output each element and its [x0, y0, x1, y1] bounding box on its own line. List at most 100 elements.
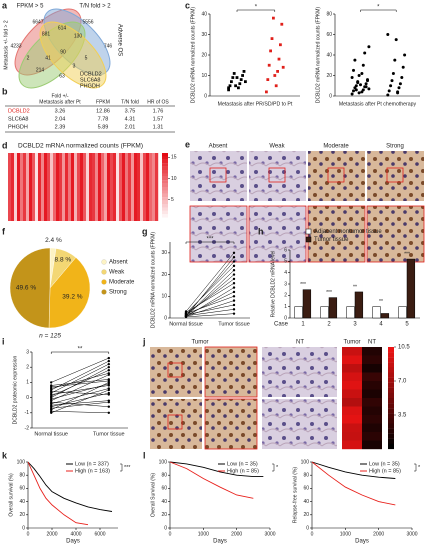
venn-set-label: T/N fold > 2 — [79, 4, 111, 10]
colorbar-step — [388, 352, 394, 358]
venn-count: 881 — [42, 31, 51, 37]
venn-count: 130 — [74, 33, 83, 39]
venn-count: 90 — [60, 49, 66, 55]
heatmap-cell — [59, 153, 63, 221]
venn-set-label: Adverse OS — [116, 24, 122, 56]
heatmap-cell — [65, 153, 69, 221]
data-point — [367, 45, 371, 49]
y-tick-label: 80 — [303, 473, 309, 479]
colorbar-step — [162, 166, 168, 171]
heatmap-cell — [26, 153, 30, 221]
pair-point — [232, 308, 236, 311]
pair-line — [185, 274, 235, 317]
ihc-image — [150, 399, 202, 449]
pair-point — [107, 372, 111, 375]
panel-letter: b — [2, 86, 8, 96]
data-point — [393, 58, 397, 62]
bar — [354, 291, 364, 319]
ihc-label: Moderate — [323, 144, 349, 150]
legend-swatch — [101, 279, 107, 285]
y-tick-label: 20 — [326, 73, 332, 79]
pair-point — [232, 260, 236, 263]
pair-point — [184, 312, 188, 315]
ihc-image — [367, 151, 424, 201]
table-header: Fold +/- — [51, 93, 68, 99]
pair-line — [51, 388, 109, 404]
colorbar-step — [388, 372, 394, 378]
data-point — [364, 85, 368, 89]
heatmap-cell — [152, 153, 156, 221]
pair-point — [50, 407, 53, 410]
data-point — [353, 58, 357, 62]
heatmap-cell — [77, 153, 81, 221]
heatmap-cell — [362, 440, 382, 450]
pair-line — [185, 300, 235, 317]
group-label: Tumor — [191, 340, 208, 346]
colorbar-step — [162, 176, 168, 181]
pair-point — [232, 312, 236, 315]
pair-line — [185, 283, 235, 313]
legend-label: High (n = 85) — [227, 468, 259, 474]
data-point — [352, 68, 355, 72]
bar — [346, 306, 355, 319]
x-axis-label: Days — [66, 539, 80, 545]
y-axis-label: Overall survival (%) — [8, 473, 14, 517]
data-point — [357, 74, 361, 77]
colorbar-label: 10 — [171, 176, 177, 182]
y-tick-label: 0 — [164, 315, 167, 321]
bar — [294, 306, 303, 319]
significance-bracket — [50, 351, 110, 354]
y-tick-label: 100 — [17, 459, 26, 465]
colorbar-step — [162, 210, 168, 215]
colorbar-label: 10.5 — [398, 345, 410, 351]
data-point — [269, 49, 272, 53]
colorbar-step — [162, 193, 168, 198]
y-tick-label: 0 — [306, 525, 309, 531]
data-point — [239, 78, 243, 81]
ihc-label: Strong — [386, 144, 404, 150]
pair-line — [185, 257, 235, 317]
heatmap-cell — [32, 153, 36, 221]
heatmap-cell — [342, 415, 362, 424]
table-cell: 5.89 — [98, 124, 109, 130]
gene-name: DCBLD2 — [80, 71, 102, 77]
y-axis-label: Overall Survival (%) — [150, 473, 156, 518]
table-cell: 1.57 — [153, 116, 164, 122]
colorbar-step — [388, 408, 394, 414]
y-tick-label: 60 — [326, 32, 332, 38]
x-tick-label: 2000 — [373, 531, 384, 537]
legend-label: Low (n = 35) — [369, 461, 400, 467]
gene-name: SLC6A8 — [80, 77, 101, 83]
heatmap-cell — [8, 153, 12, 221]
pair-point — [50, 394, 53, 398]
heatmap-cell — [71, 153, 75, 221]
heatmap-cell — [342, 389, 362, 399]
x-axis-label: Metastasis after PR/SD/PD to Pt — [218, 101, 293, 107]
heatmap-cell — [131, 153, 135, 221]
legend-swatch — [101, 289, 107, 295]
significance: * — [255, 5, 258, 11]
colorbar-step — [388, 438, 394, 444]
venn-count: 41 — [45, 55, 51, 61]
heatmap-cell — [50, 153, 54, 221]
y-tick-label: 20 — [161, 512, 167, 518]
x-tick-label: 0 — [169, 531, 172, 537]
colorbar-step — [388, 357, 394, 363]
pair-point — [107, 356, 111, 360]
significance: *** — [404, 251, 410, 257]
ihc-image — [262, 347, 337, 397]
heatmap-cell — [134, 153, 138, 221]
y-tick-label: 4 — [284, 270, 287, 276]
group-label: NT — [296, 340, 304, 346]
x-axis-label: Metastasis after Pt chemotherapy — [339, 101, 417, 107]
colorbar-step — [162, 163, 168, 167]
pair-line — [185, 287, 235, 317]
y-tick-label: 6 — [284, 247, 287, 253]
heatmap-cell — [95, 153, 99, 221]
significance: *** — [300, 282, 306, 288]
colorbar-step — [162, 197, 168, 201]
data-point — [281, 65, 285, 69]
colorbar-step — [388, 398, 394, 404]
y-tick-label: 0 — [204, 93, 207, 99]
